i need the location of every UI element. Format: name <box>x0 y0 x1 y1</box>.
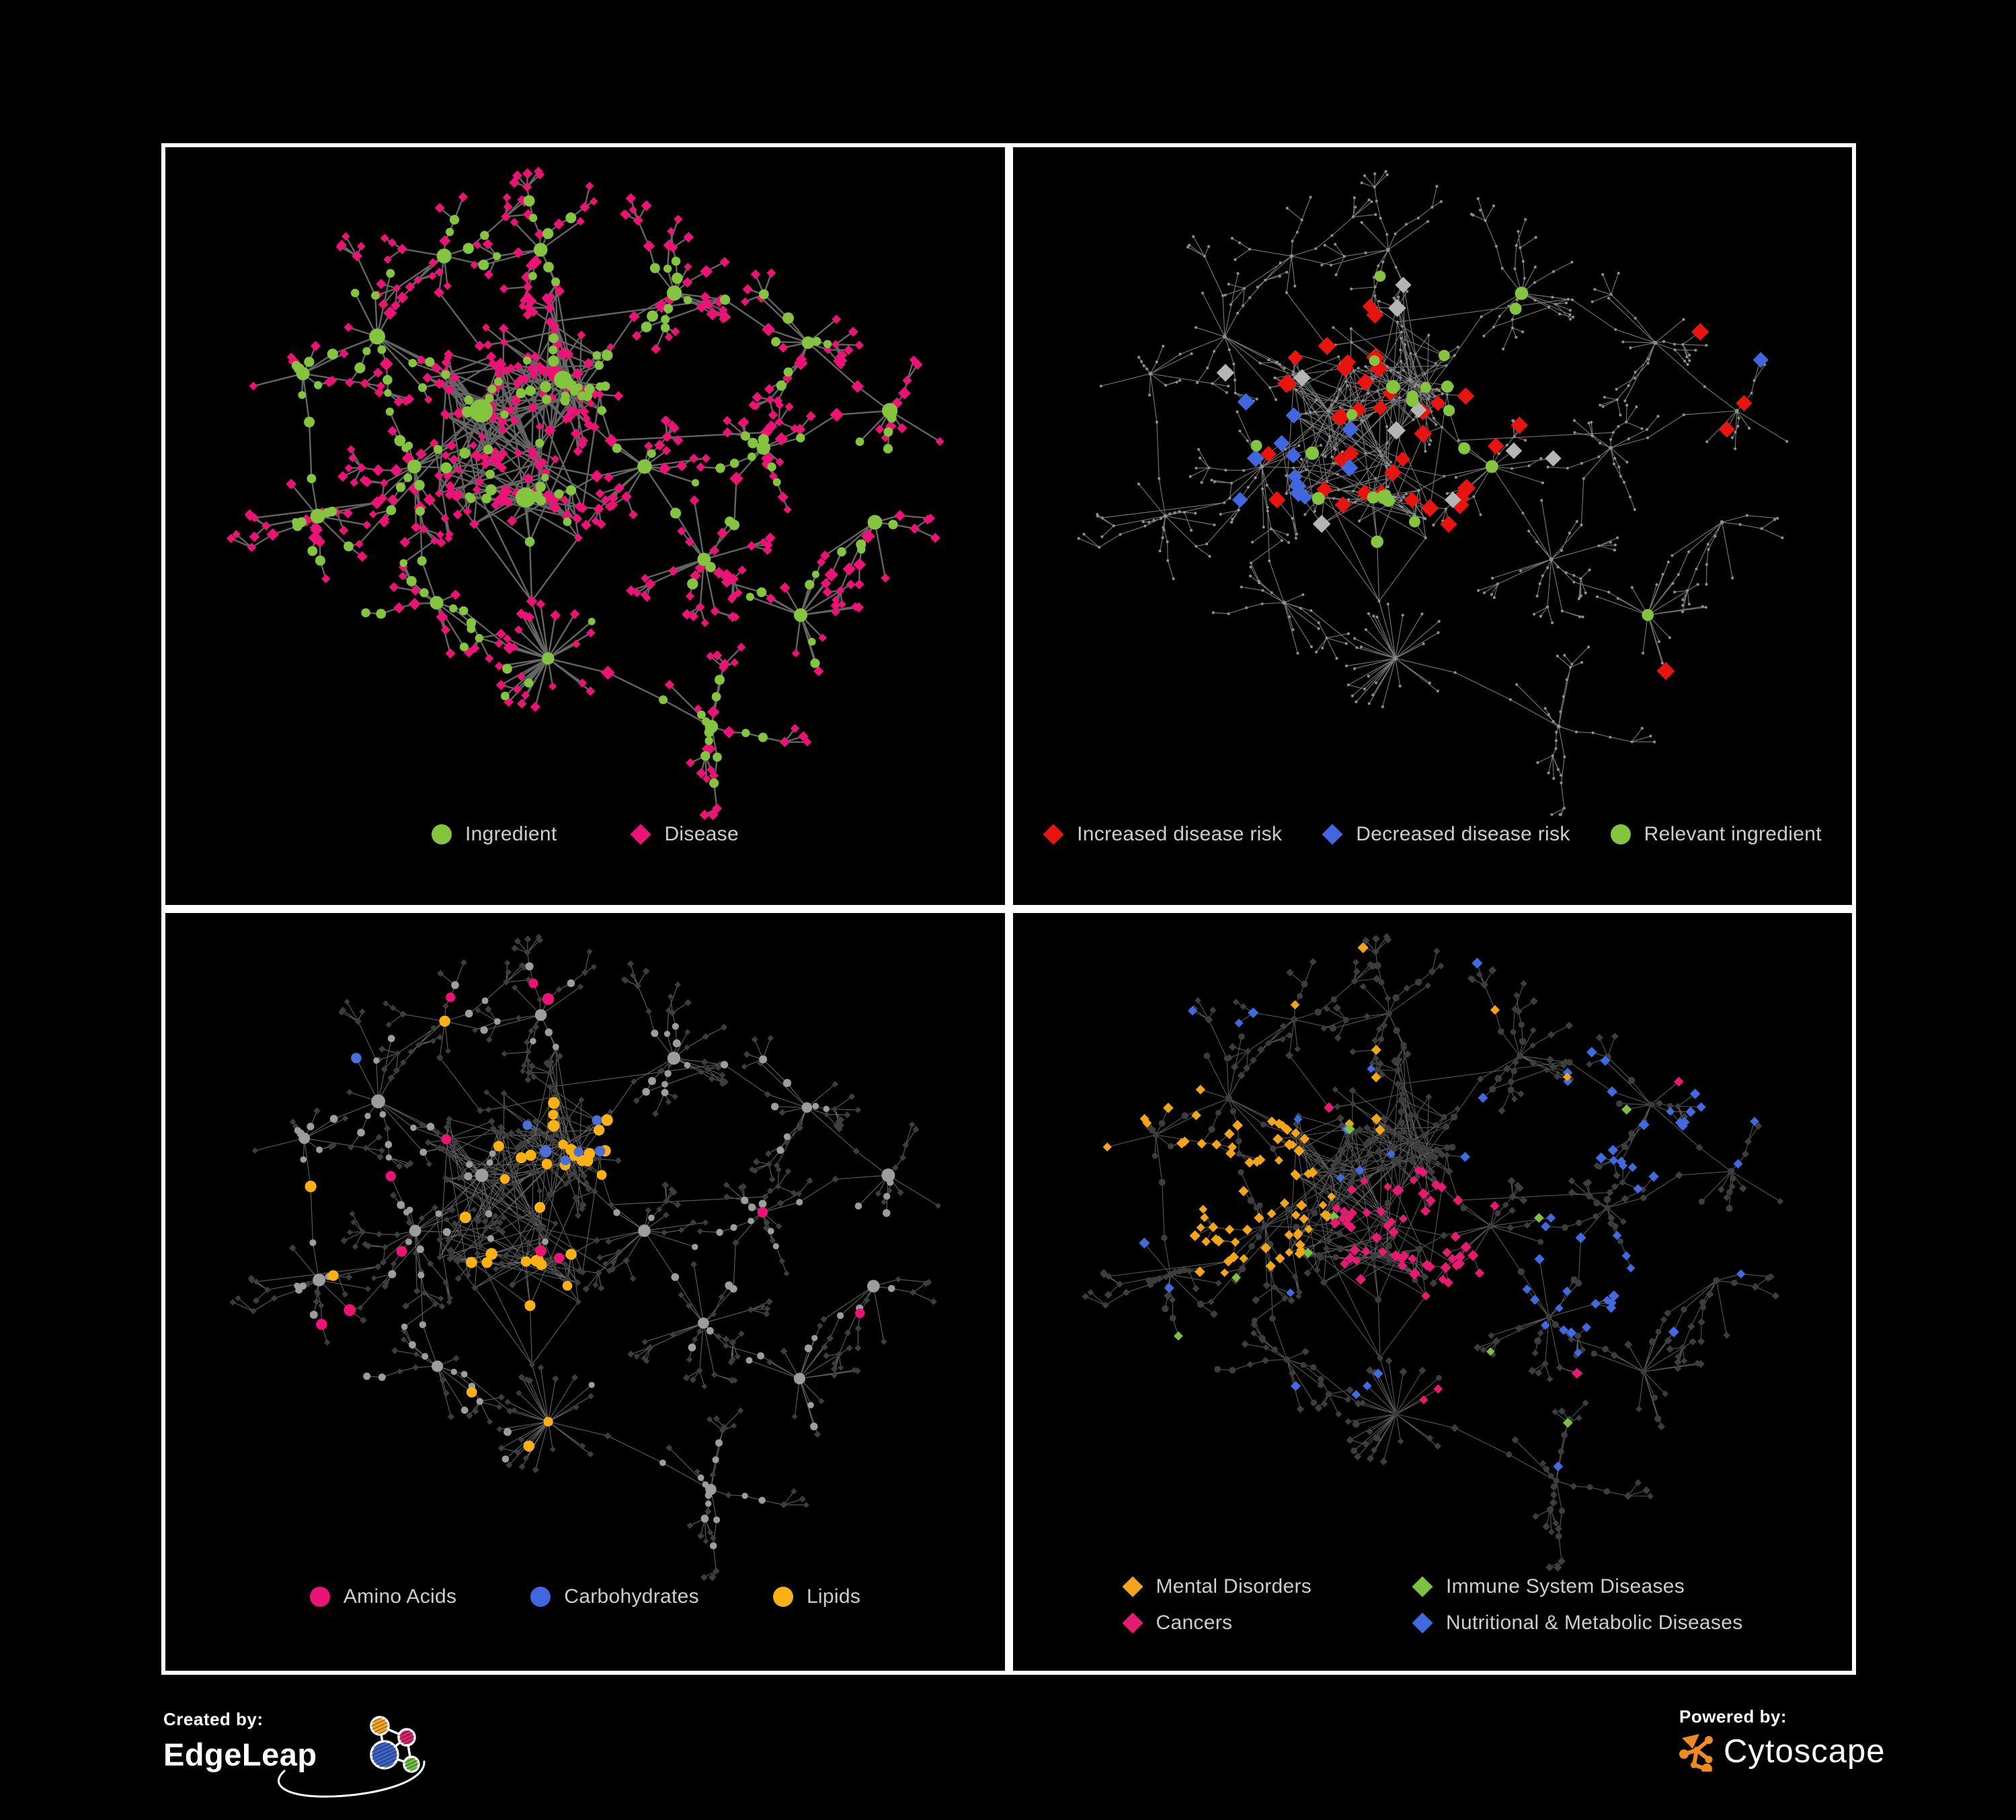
diamond-marker-icon <box>1121 1576 1143 1597</box>
edgeleap-wordmark: EdgeLeap <box>163 1737 317 1772</box>
legend-item: Cancers <box>1121 1612 1233 1634</box>
powered-by-label: Powered by: <box>1679 1706 1787 1727</box>
panel-disease-category-network: Mental Disorders Cancers Immune System Dis… <box>1009 909 1856 1675</box>
legend-item: Mental Disorders <box>1121 1575 1312 1598</box>
legend-item: Immune System Diseases <box>1412 1575 1685 1598</box>
legend-label: Amino Acids <box>343 1585 457 1608</box>
circle-marker-icon <box>530 1587 551 1607</box>
network-graph-ingredient-disease <box>226 166 944 820</box>
legend-item: Increased disease risk <box>1043 823 1282 846</box>
circle-marker-icon <box>309 1587 330 1607</box>
powered-by-block: Powered by: Cytoscape <box>1679 1706 1988 1794</box>
diamond-marker-icon <box>630 824 652 845</box>
network-graph-disease-categories <box>1082 933 1784 1572</box>
legend-item: Ingredient <box>432 823 557 846</box>
legend-disease-risk: Increased disease risk Decreased disease … <box>1013 823 1852 846</box>
legend-item: Decreased disease risk <box>1322 823 1570 846</box>
legend-ingredient-classes: Amino Acids Carbohydrates Lipids <box>165 1585 1005 1608</box>
created-by-label: Created by: <box>163 1709 264 1729</box>
panel-ingredient-class-network: Amino Acids Carbohydrates Lipids <box>161 909 1009 1675</box>
diamond-marker-icon <box>1412 1612 1433 1634</box>
legend-label: Carbohydrates <box>564 1585 699 1608</box>
legend-item: Amino Acids <box>309 1585 457 1608</box>
legend-label: Mental Disorders <box>1156 1575 1312 1597</box>
legend-label: Nutritional & Metabolic Diseases <box>1446 1612 1743 1634</box>
circle-marker-icon <box>432 824 452 844</box>
legend-label: Increased disease risk <box>1077 823 1283 845</box>
legend-label: Disease <box>664 823 739 845</box>
diamond-marker-icon <box>1121 1612 1143 1634</box>
panel-disease-risk-network: Increased disease risk Decreased disease … <box>1009 143 1856 909</box>
legend-label: Relevant ingredient <box>1644 823 1822 845</box>
created-by-block: Created by: EdgeLeap <box>163 1709 446 1817</box>
network-graph-disease-risk <box>1077 169 1789 816</box>
legend-item: Relevant ingredient <box>1610 823 1822 846</box>
panel-ingredient-disease-network: Ingredient Disease <box>161 143 1009 909</box>
cytoscape-icon <box>1679 1734 1713 1772</box>
diamond-marker-icon <box>1322 824 1343 845</box>
legend-ingredient-disease: Ingredient Disease <box>165 823 1005 846</box>
legend-disease-categories: Mental Disorders Cancers Immune System Dis… <box>1121 1575 1743 1634</box>
legend-item: Carbohydrates <box>530 1585 699 1608</box>
diamond-marker-icon <box>1043 824 1064 845</box>
legend-item: Nutritional & Metabolic Diseases <box>1412 1612 1742 1634</box>
circle-marker-icon <box>1610 824 1631 844</box>
legend-item: Disease <box>630 823 739 846</box>
cytoscape-wordmark: Cytoscape <box>1724 1733 1886 1770</box>
legend-label: Immune System Diseases <box>1446 1575 1685 1597</box>
diamond-marker-icon <box>1412 1576 1433 1597</box>
network-graph-ingredient-classes <box>229 933 942 1581</box>
circle-marker-icon <box>772 1587 793 1607</box>
legend-label: Cancers <box>1156 1612 1233 1634</box>
legend-item: Lipids <box>772 1585 861 1608</box>
legend-label: Lipids <box>806 1585 861 1608</box>
legend-label: Decreased disease risk <box>1356 823 1570 845</box>
legend-label: Ingredient <box>465 823 557 845</box>
